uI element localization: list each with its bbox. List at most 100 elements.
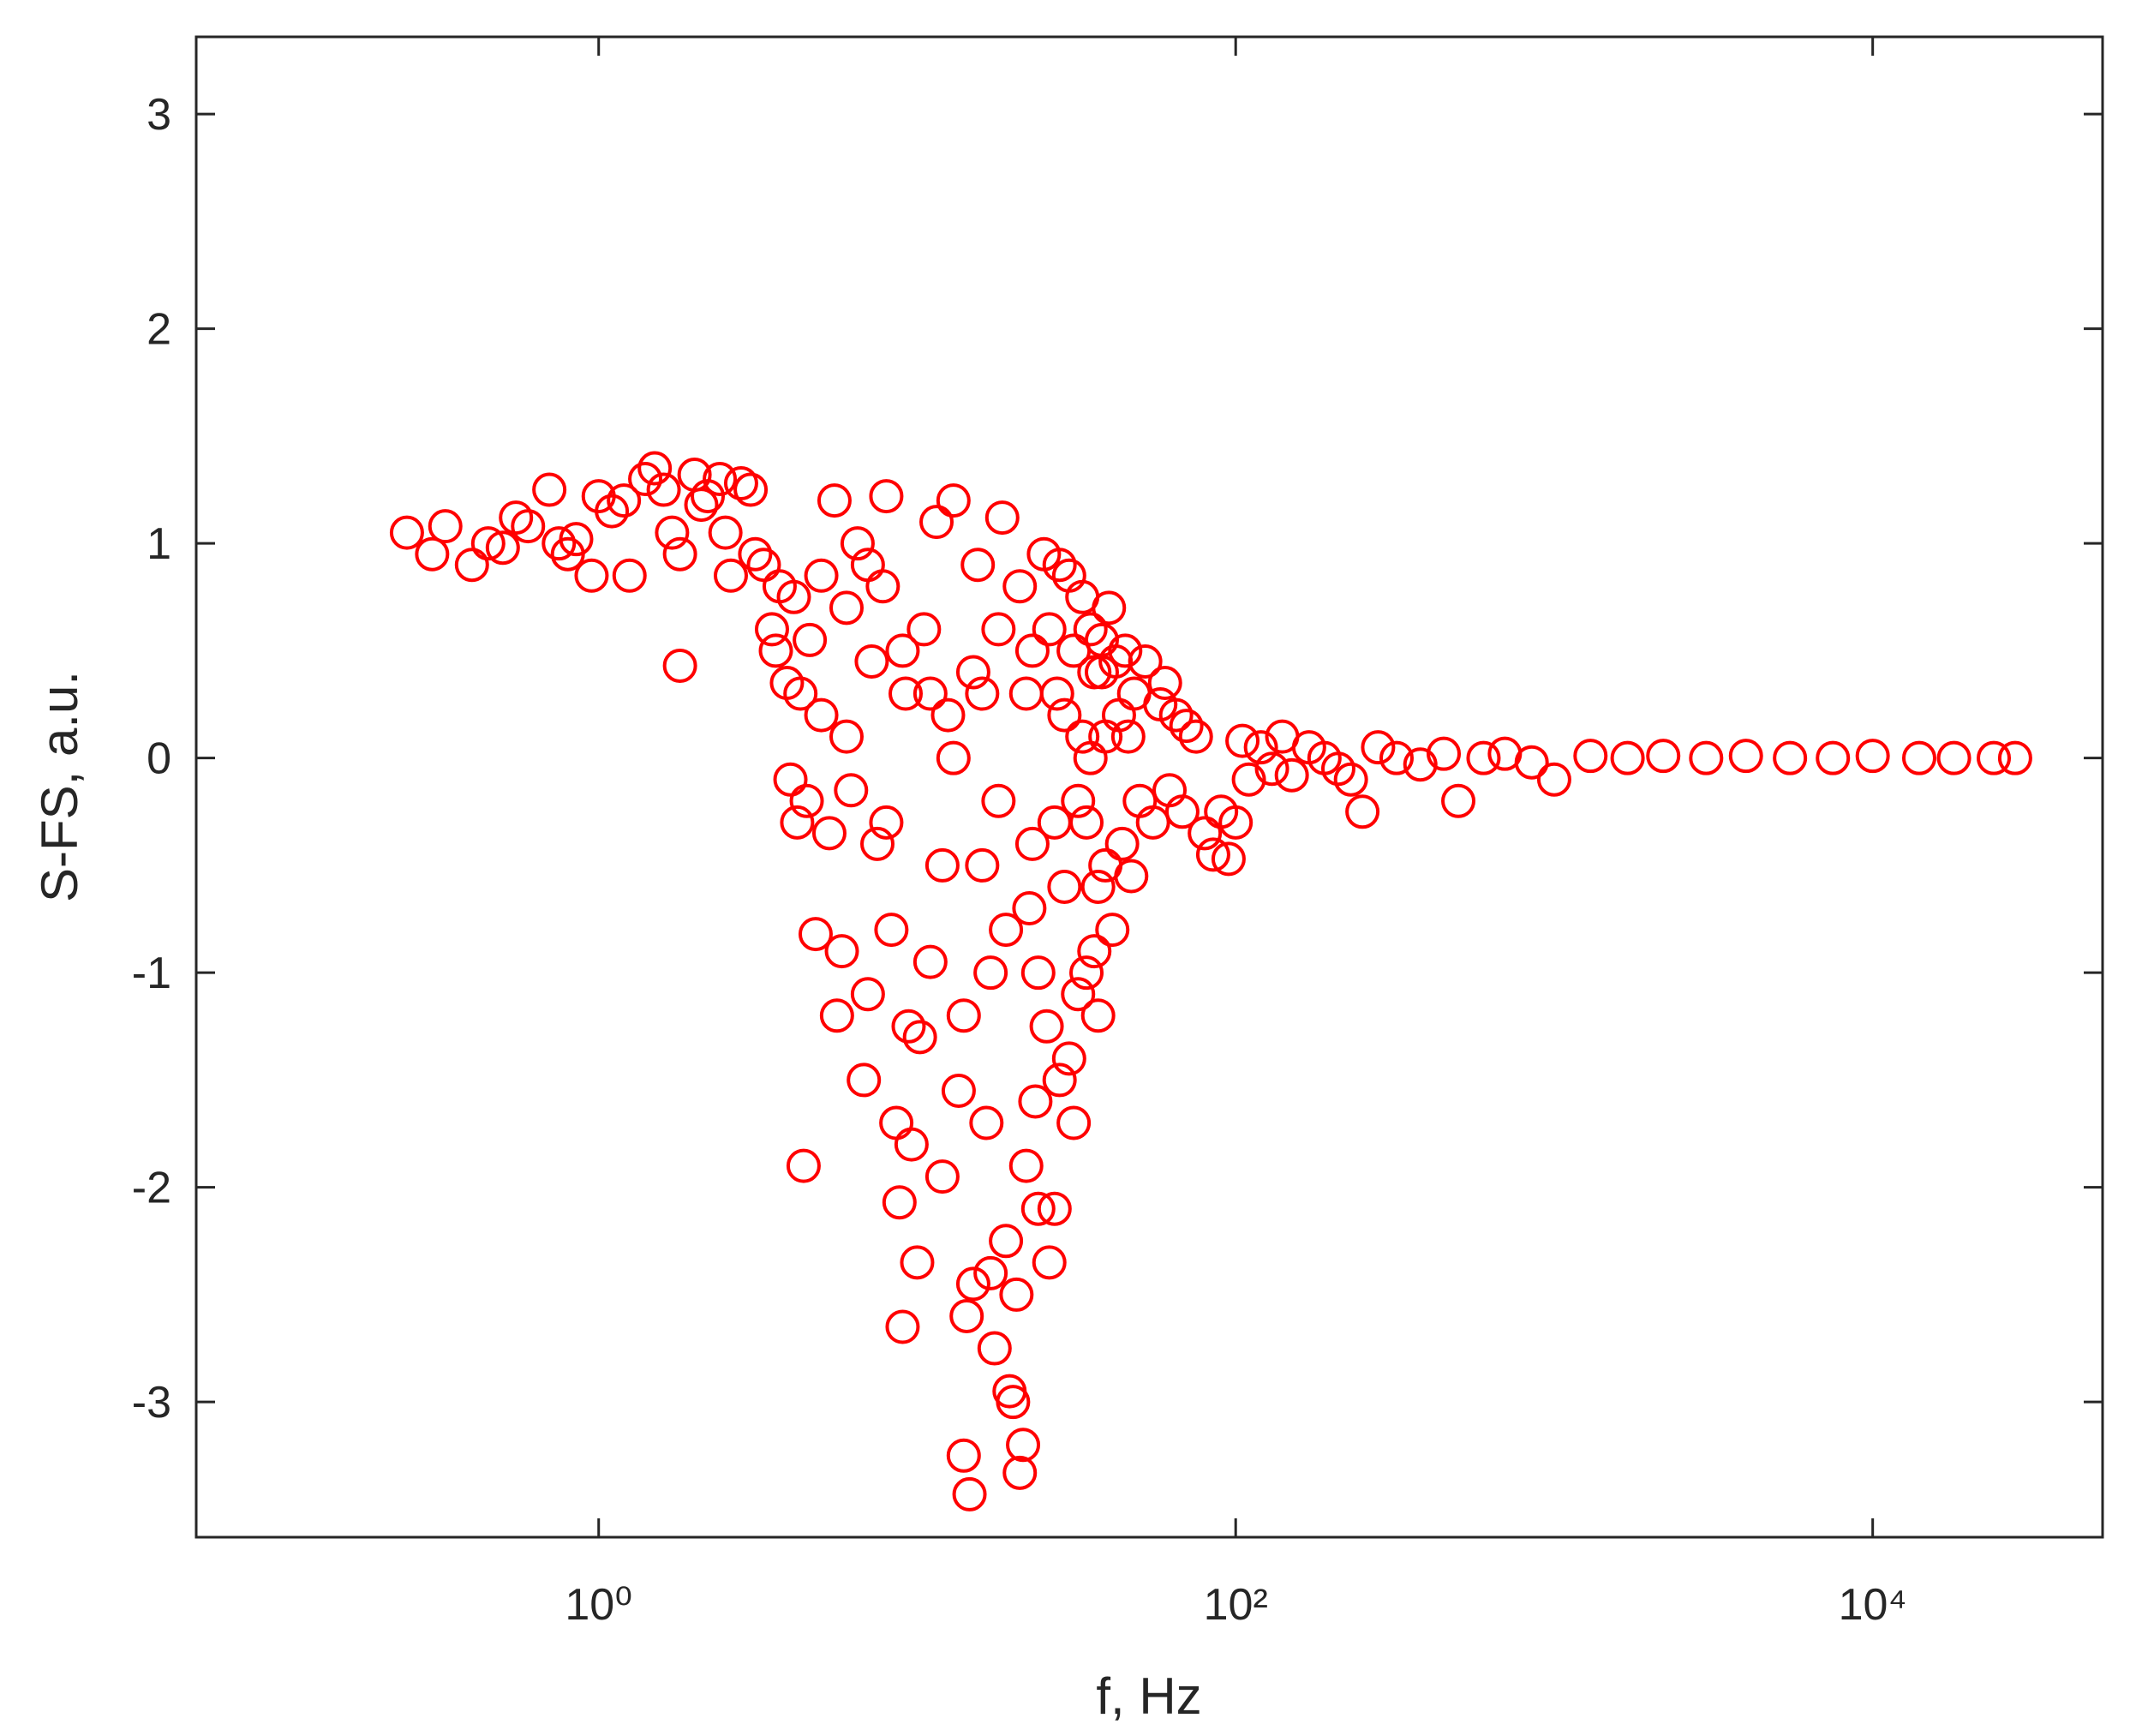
data-point xyxy=(1073,740,1108,775)
data-point xyxy=(1243,730,1278,765)
data-point xyxy=(655,515,690,550)
data-point xyxy=(1536,762,1571,797)
data-point xyxy=(607,483,642,518)
x-tick-label: 10⁰ xyxy=(565,1580,632,1630)
data-point xyxy=(817,483,852,518)
data-point xyxy=(1379,740,1414,775)
data-point xyxy=(811,816,847,851)
data-point xyxy=(691,479,726,514)
data-point xyxy=(1320,751,1355,787)
data-point xyxy=(428,509,463,544)
data-point xyxy=(574,558,609,593)
data-point xyxy=(1218,805,1253,840)
data-point xyxy=(1466,740,1501,775)
data-point xyxy=(1274,757,1309,793)
data-point xyxy=(819,998,854,1033)
x-axis-label: f, Hz xyxy=(1096,1667,1201,1725)
data-point xyxy=(1037,805,1072,840)
data-point xyxy=(1110,719,1146,754)
data-point xyxy=(865,569,900,604)
data-point xyxy=(1135,805,1170,840)
data-point xyxy=(1042,548,1077,583)
data-point xyxy=(977,1331,1012,1366)
data-point xyxy=(989,1224,1024,1259)
data-point xyxy=(511,509,546,544)
data-point xyxy=(860,826,895,861)
data-point xyxy=(628,462,663,497)
data-point xyxy=(1020,1191,1056,1226)
data-point xyxy=(1032,1245,1067,1280)
y-tick-label: -2 xyxy=(132,1164,171,1213)
data-point xyxy=(1008,676,1044,711)
data-point xyxy=(1816,740,1851,775)
data-point xyxy=(780,805,815,840)
data-point xyxy=(559,522,594,557)
data-point xyxy=(1051,1041,1086,1076)
data-point xyxy=(733,472,769,507)
data-point xyxy=(723,466,758,501)
data-point xyxy=(955,655,990,690)
data-point xyxy=(1195,837,1230,872)
data-point xyxy=(1158,697,1194,733)
data-point xyxy=(1997,740,2032,775)
data-point xyxy=(789,783,824,818)
data-point xyxy=(889,676,924,711)
data-point xyxy=(919,505,954,540)
data-point xyxy=(965,676,1000,711)
data-point xyxy=(1069,955,1104,991)
data-point xyxy=(754,612,789,647)
data-point xyxy=(1037,1191,1072,1226)
data-point xyxy=(952,1476,987,1512)
data-point xyxy=(1002,569,1038,604)
data-point xyxy=(1610,740,1645,775)
data-point xyxy=(900,1245,935,1280)
data-point xyxy=(1855,739,1890,774)
plot-frame xyxy=(194,35,2104,1539)
data-point xyxy=(662,648,697,683)
data-point xyxy=(949,1298,984,1333)
data-point xyxy=(936,740,971,775)
data-point xyxy=(999,1277,1034,1312)
data-point xyxy=(906,612,942,647)
data-point xyxy=(879,1105,914,1140)
data-point xyxy=(1147,666,1182,701)
data-point xyxy=(1080,869,1116,904)
data-point xyxy=(793,622,828,657)
data-point xyxy=(1108,633,1143,668)
data-point xyxy=(1211,841,1246,877)
data-point xyxy=(1728,739,1763,774)
data-point xyxy=(1689,740,1724,775)
data-point xyxy=(869,805,904,840)
data-point xyxy=(1018,1084,1053,1119)
data-point xyxy=(1039,676,1074,711)
data-point xyxy=(708,515,743,550)
data-point xyxy=(1345,794,1380,829)
data-point xyxy=(924,1159,960,1194)
y-tick-label: 1 xyxy=(147,519,171,569)
data-point xyxy=(773,762,808,797)
data-point xyxy=(930,697,966,733)
x-tick-label: 10⁴ xyxy=(1839,1580,1907,1630)
data-point xyxy=(1065,719,1100,754)
data-point xyxy=(783,676,818,711)
data-point xyxy=(902,1020,937,1055)
data-point xyxy=(946,998,981,1033)
data-point xyxy=(996,1385,1031,1420)
data-point xyxy=(981,612,1016,647)
data-point xyxy=(1065,579,1100,614)
data-point xyxy=(738,536,773,572)
data-point xyxy=(1077,934,1112,969)
data-point xyxy=(1254,751,1289,787)
data-point xyxy=(1773,740,1808,775)
data-point xyxy=(595,494,630,529)
data-point xyxy=(470,526,506,561)
data-point xyxy=(662,536,697,572)
data-point xyxy=(834,773,869,808)
data-point xyxy=(936,483,971,518)
data-point xyxy=(885,633,920,668)
data-point xyxy=(891,1009,926,1044)
y-tick-label: 3 xyxy=(147,90,171,140)
data-point xyxy=(1936,740,1971,775)
data-point xyxy=(1088,719,1123,754)
data-point xyxy=(946,1438,981,1473)
